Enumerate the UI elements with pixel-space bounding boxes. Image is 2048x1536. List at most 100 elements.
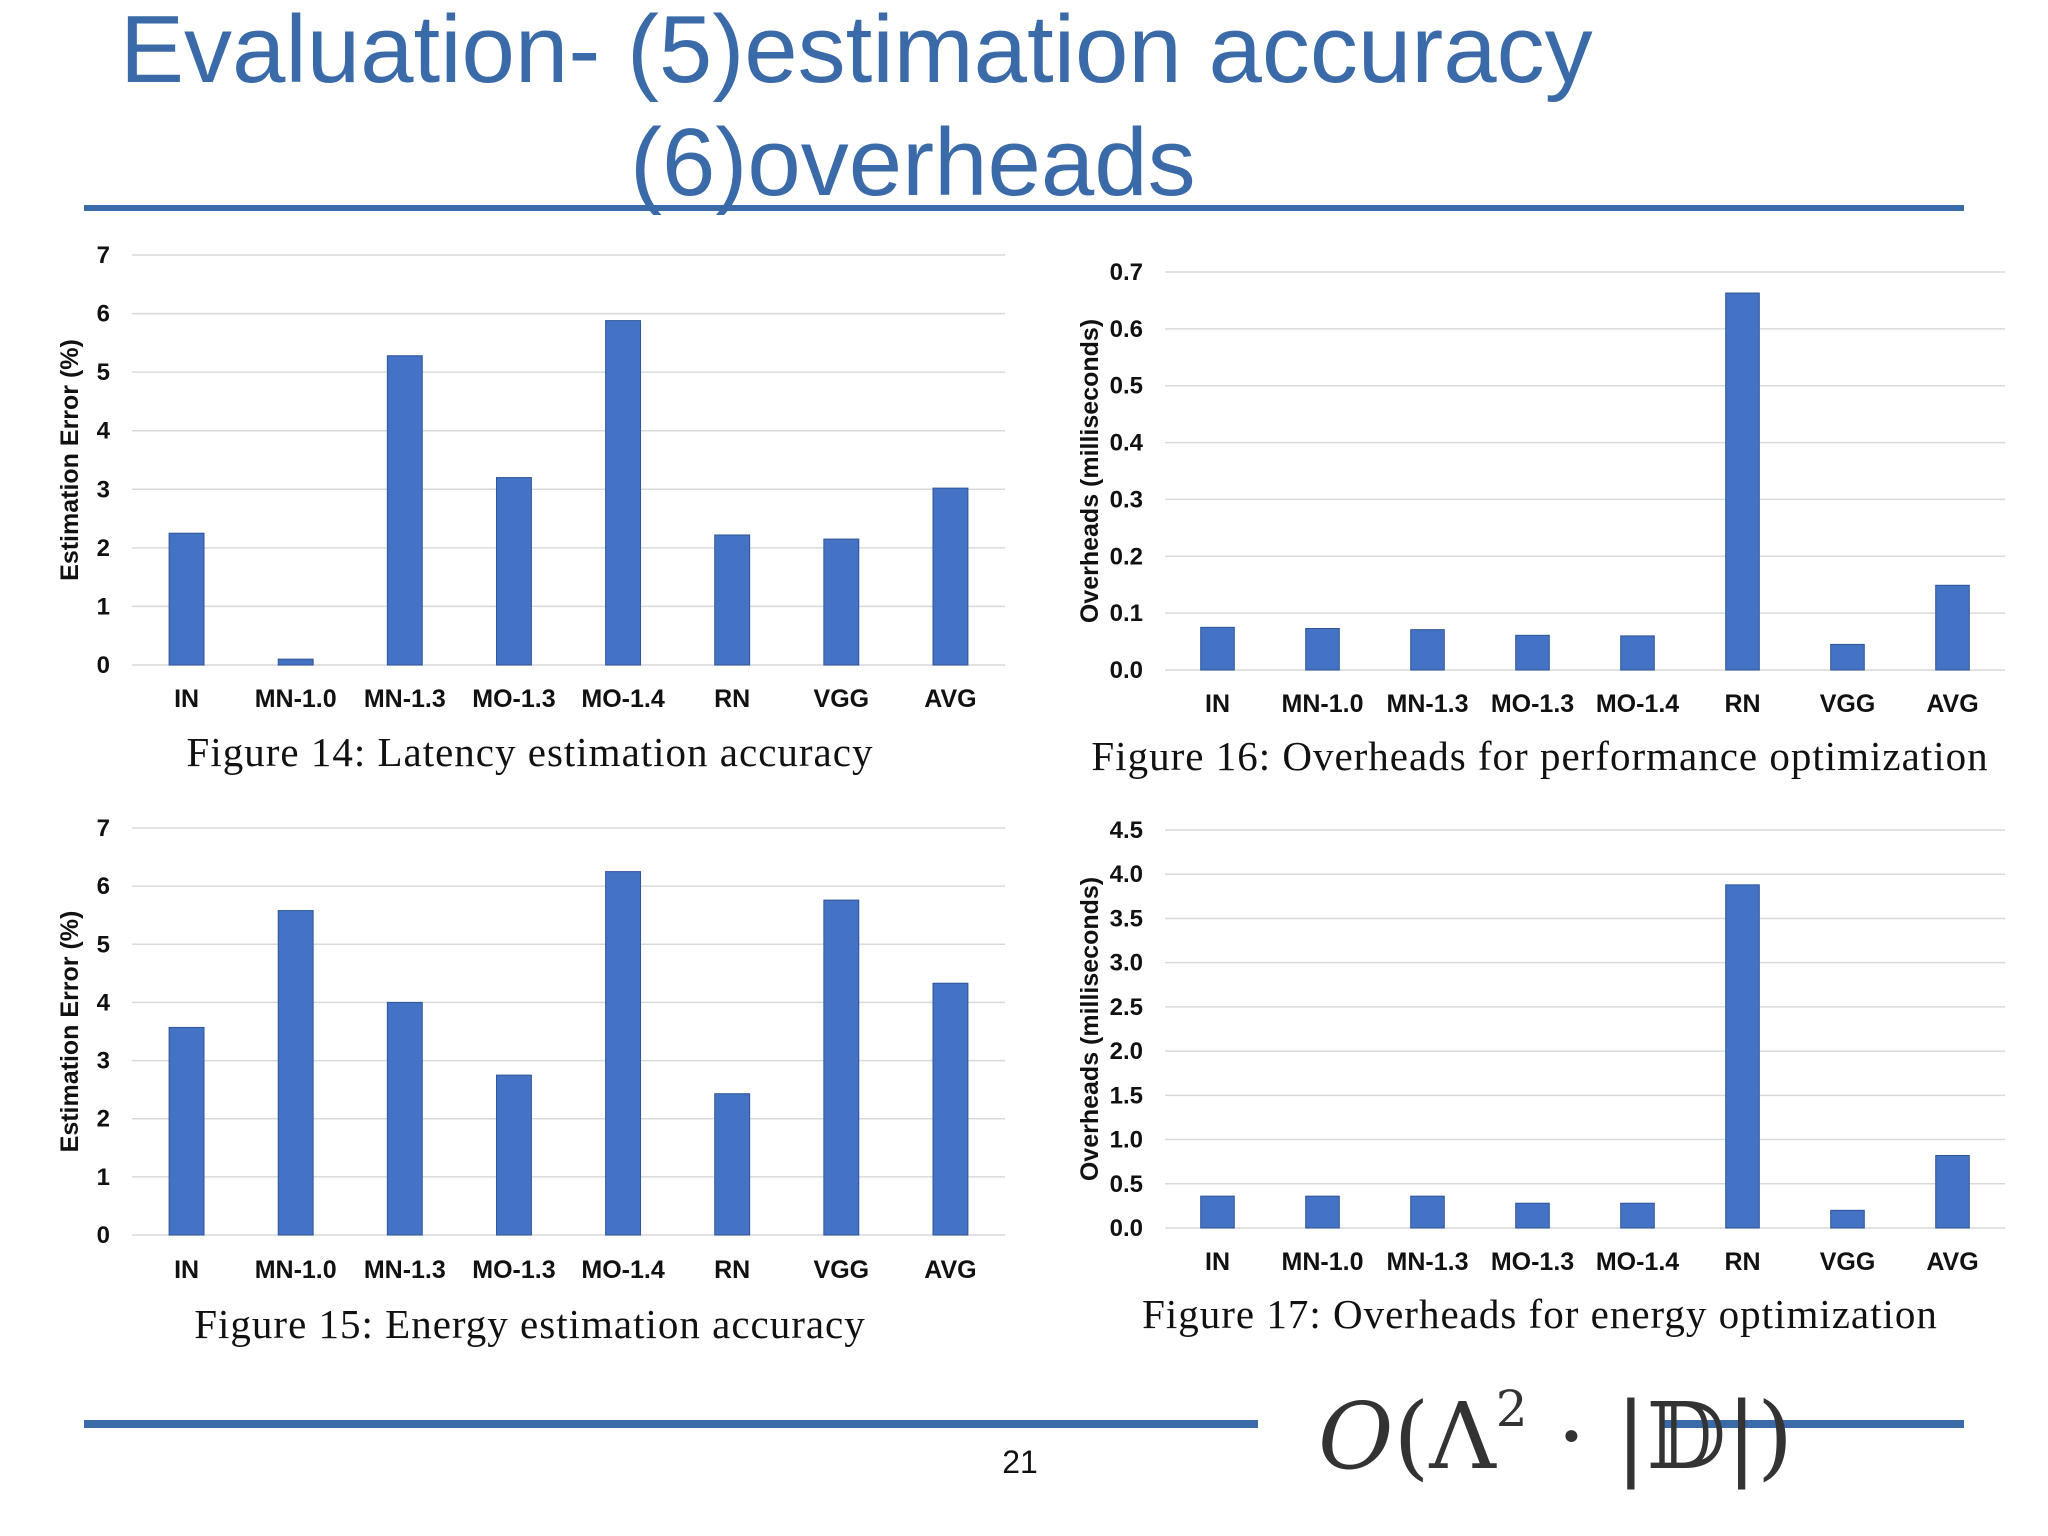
bar: [932, 982, 969, 1236]
x-tick-label: VGG: [814, 685, 870, 713]
y-axis-label: Overheads (milliseconds): [1076, 319, 1104, 623]
y-axis-label: Overheads (milliseconds): [1076, 877, 1104, 1181]
bar: [1200, 1195, 1235, 1229]
y-tick-label: 7: [97, 815, 110, 842]
energy-estimation-chart: 0 1 2 3 4 5 6 7 IN MN-1.0 MN-1.3 MO-1.3 MO-1.4 RN VGG A…: [56, 815, 1005, 1284]
x-tick-label: AVG: [924, 685, 976, 713]
x-tick-label: VGG: [1820, 690, 1876, 718]
bar: [168, 1026, 205, 1236]
x-tick-label: IN: [1205, 1248, 1230, 1276]
x-tick-label: IN: [1205, 690, 1230, 718]
y-tick-label: 2.5: [1110, 994, 1143, 1021]
bar: [1830, 1209, 1865, 1229]
y-axis-label: Estimation Error (%): [56, 911, 84, 1153]
y-tick-label: 2.0: [1110, 1038, 1143, 1065]
x-tick-label: MO-1.3: [472, 1256, 555, 1284]
y-tick-label: 0.0: [1110, 1215, 1143, 1242]
figure-14-caption: Figure 14: Latency estimation accuracy: [186, 729, 874, 775]
y-tick-label: 4: [97, 989, 111, 1016]
y-tick-label: 5: [97, 359, 110, 386]
bar: [605, 871, 642, 1236]
bar: [1305, 627, 1340, 671]
title-underline: [84, 205, 1964, 211]
complexity-formula: O(Λ2 · |𝔻|): [1318, 1380, 1794, 1490]
bar: [277, 910, 314, 1236]
bar: [1620, 635, 1655, 671]
formula-exponent: 2: [1495, 1380, 1528, 1438]
footer-rule-left: [84, 1420, 1258, 1428]
x-tick-label: MN-1.0: [255, 685, 337, 713]
x-tick-label: IN: [174, 685, 199, 713]
x-tick-label: RN: [714, 1256, 750, 1284]
y-tick-label: 0.7: [1110, 259, 1143, 286]
x-tick-label: VGG: [814, 1256, 870, 1284]
x-tick-label: MN-1.0: [1282, 690, 1364, 718]
y-tick-label: 1: [97, 1164, 110, 1191]
y-tick-label: 4.5: [1110, 817, 1143, 844]
bar: [1620, 1202, 1655, 1229]
bar: [932, 487, 969, 666]
bar: [1305, 1195, 1340, 1229]
slide-title-line-2: (6)overheads: [630, 109, 1196, 216]
bar: [1410, 1195, 1445, 1229]
bar: [823, 538, 860, 666]
x-tick-label: MO-1.4: [581, 1256, 664, 1284]
y-tick-label: 0.0: [1110, 657, 1143, 684]
y-tick-label: 2: [97, 535, 110, 562]
y-tick-label: 0.1: [1110, 600, 1143, 627]
slide-number: 21: [1002, 1444, 1038, 1480]
y-tick-label: 1.5: [1110, 1082, 1143, 1109]
y-axis-label: Estimation Error (%): [56, 339, 84, 581]
performance-overheads-chart: 0.0 0.1 0.2 0.3 0.4 0.5 0.6 0.7 IN MN-1.0 MN-1.3 MO…: [1076, 259, 2005, 718]
y-tick-label: 2: [97, 1106, 110, 1133]
y-tick-label: 3.5: [1110, 905, 1143, 932]
bar: [1725, 884, 1760, 1229]
footer-rule-right: [1664, 1420, 1964, 1428]
bar: [386, 1001, 423, 1236]
x-tick-label: MO-1.3: [1491, 690, 1574, 718]
x-tick-label: MN-1.3: [1387, 690, 1469, 718]
y-tick-label: 4: [97, 418, 111, 445]
x-tick-label: VGG: [1820, 1248, 1876, 1276]
bar: [168, 532, 205, 666]
x-tick-label: MN-1.0: [255, 1256, 337, 1284]
y-tick-label: 0.6: [1110, 316, 1143, 343]
formula-set-d: 𝔻: [1646, 1383, 1727, 1490]
figure-15-caption: Figure 15: Energy estimation accuracy: [194, 1301, 866, 1347]
x-tick-label: RN: [1724, 690, 1760, 718]
bar: [1725, 292, 1760, 671]
bar: [823, 899, 860, 1236]
bar: [495, 477, 532, 666]
x-tick-label: MO-1.3: [1491, 1248, 1574, 1276]
x-tick-label: AVG: [1926, 690, 1978, 718]
y-tick-label: 3: [97, 476, 110, 503]
x-tick-label: IN: [174, 1256, 199, 1284]
x-tick-label: MO-1.4: [1596, 1248, 1679, 1276]
y-tick-label: 0.2: [1110, 543, 1143, 570]
bar: [386, 355, 423, 666]
bar: [714, 1093, 751, 1236]
x-tick-label: MN-1.3: [364, 685, 446, 713]
formula-dot: ·: [1556, 1383, 1587, 1490]
bar: [714, 534, 751, 666]
x-tick-label: MO-1.3: [472, 685, 555, 713]
y-tick-label: 1: [97, 593, 110, 620]
bar: [1830, 643, 1865, 671]
bar: [1515, 1202, 1550, 1229]
formula-lambda: Λ: [1429, 1383, 1496, 1490]
bar: [605, 320, 642, 666]
y-tick-label: 5: [97, 931, 110, 958]
bar: [1935, 584, 1970, 671]
y-tick-label: 0: [97, 652, 110, 679]
x-tick-label: RN: [714, 685, 750, 713]
y-tick-label: 6: [97, 301, 110, 328]
bar: [1935, 1154, 1970, 1229]
x-tick-label: MO-1.4: [1596, 690, 1679, 718]
bar: [1410, 629, 1445, 671]
y-tick-label: 3.0: [1110, 950, 1143, 977]
x-tick-label: AVG: [924, 1256, 976, 1284]
x-tick-label: MN-1.3: [364, 1256, 446, 1284]
latency-estimation-chart: 0 1 2 3 4 5 6 7 IN MN-1.0 MN-1.3 MO-1.3 MO-1.4 RN VGG A…: [56, 242, 1005, 713]
y-tick-label: 1.0: [1110, 1127, 1143, 1154]
y-tick-label: 6: [97, 873, 110, 900]
